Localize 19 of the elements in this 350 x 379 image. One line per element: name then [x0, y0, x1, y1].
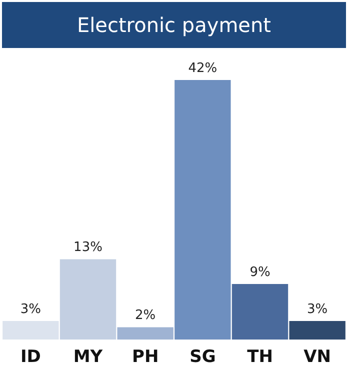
bar [2, 321, 59, 340]
bar [232, 284, 288, 340]
chart-title: Electronic payment [2, 2, 346, 48]
data-label: 9% [250, 264, 270, 280]
x-tick-label: SG [190, 347, 216, 368]
data-label: 2% [135, 308, 156, 324]
bar [117, 327, 174, 340]
x-tick-label: MY [73, 347, 104, 368]
x-tick-label: TH [247, 347, 273, 368]
data-label: 42% [188, 60, 218, 76]
x-tick-label: ID [20, 347, 41, 368]
data-label: 3% [20, 302, 41, 317]
bar [289, 321, 346, 340]
x-tick-label: PH [132, 347, 159, 368]
bar [60, 259, 116, 340]
bar [174, 80, 231, 340]
data-label: 3% [307, 302, 328, 317]
x-tick-label: VN [304, 347, 332, 368]
data-label: 13% [74, 240, 102, 256]
